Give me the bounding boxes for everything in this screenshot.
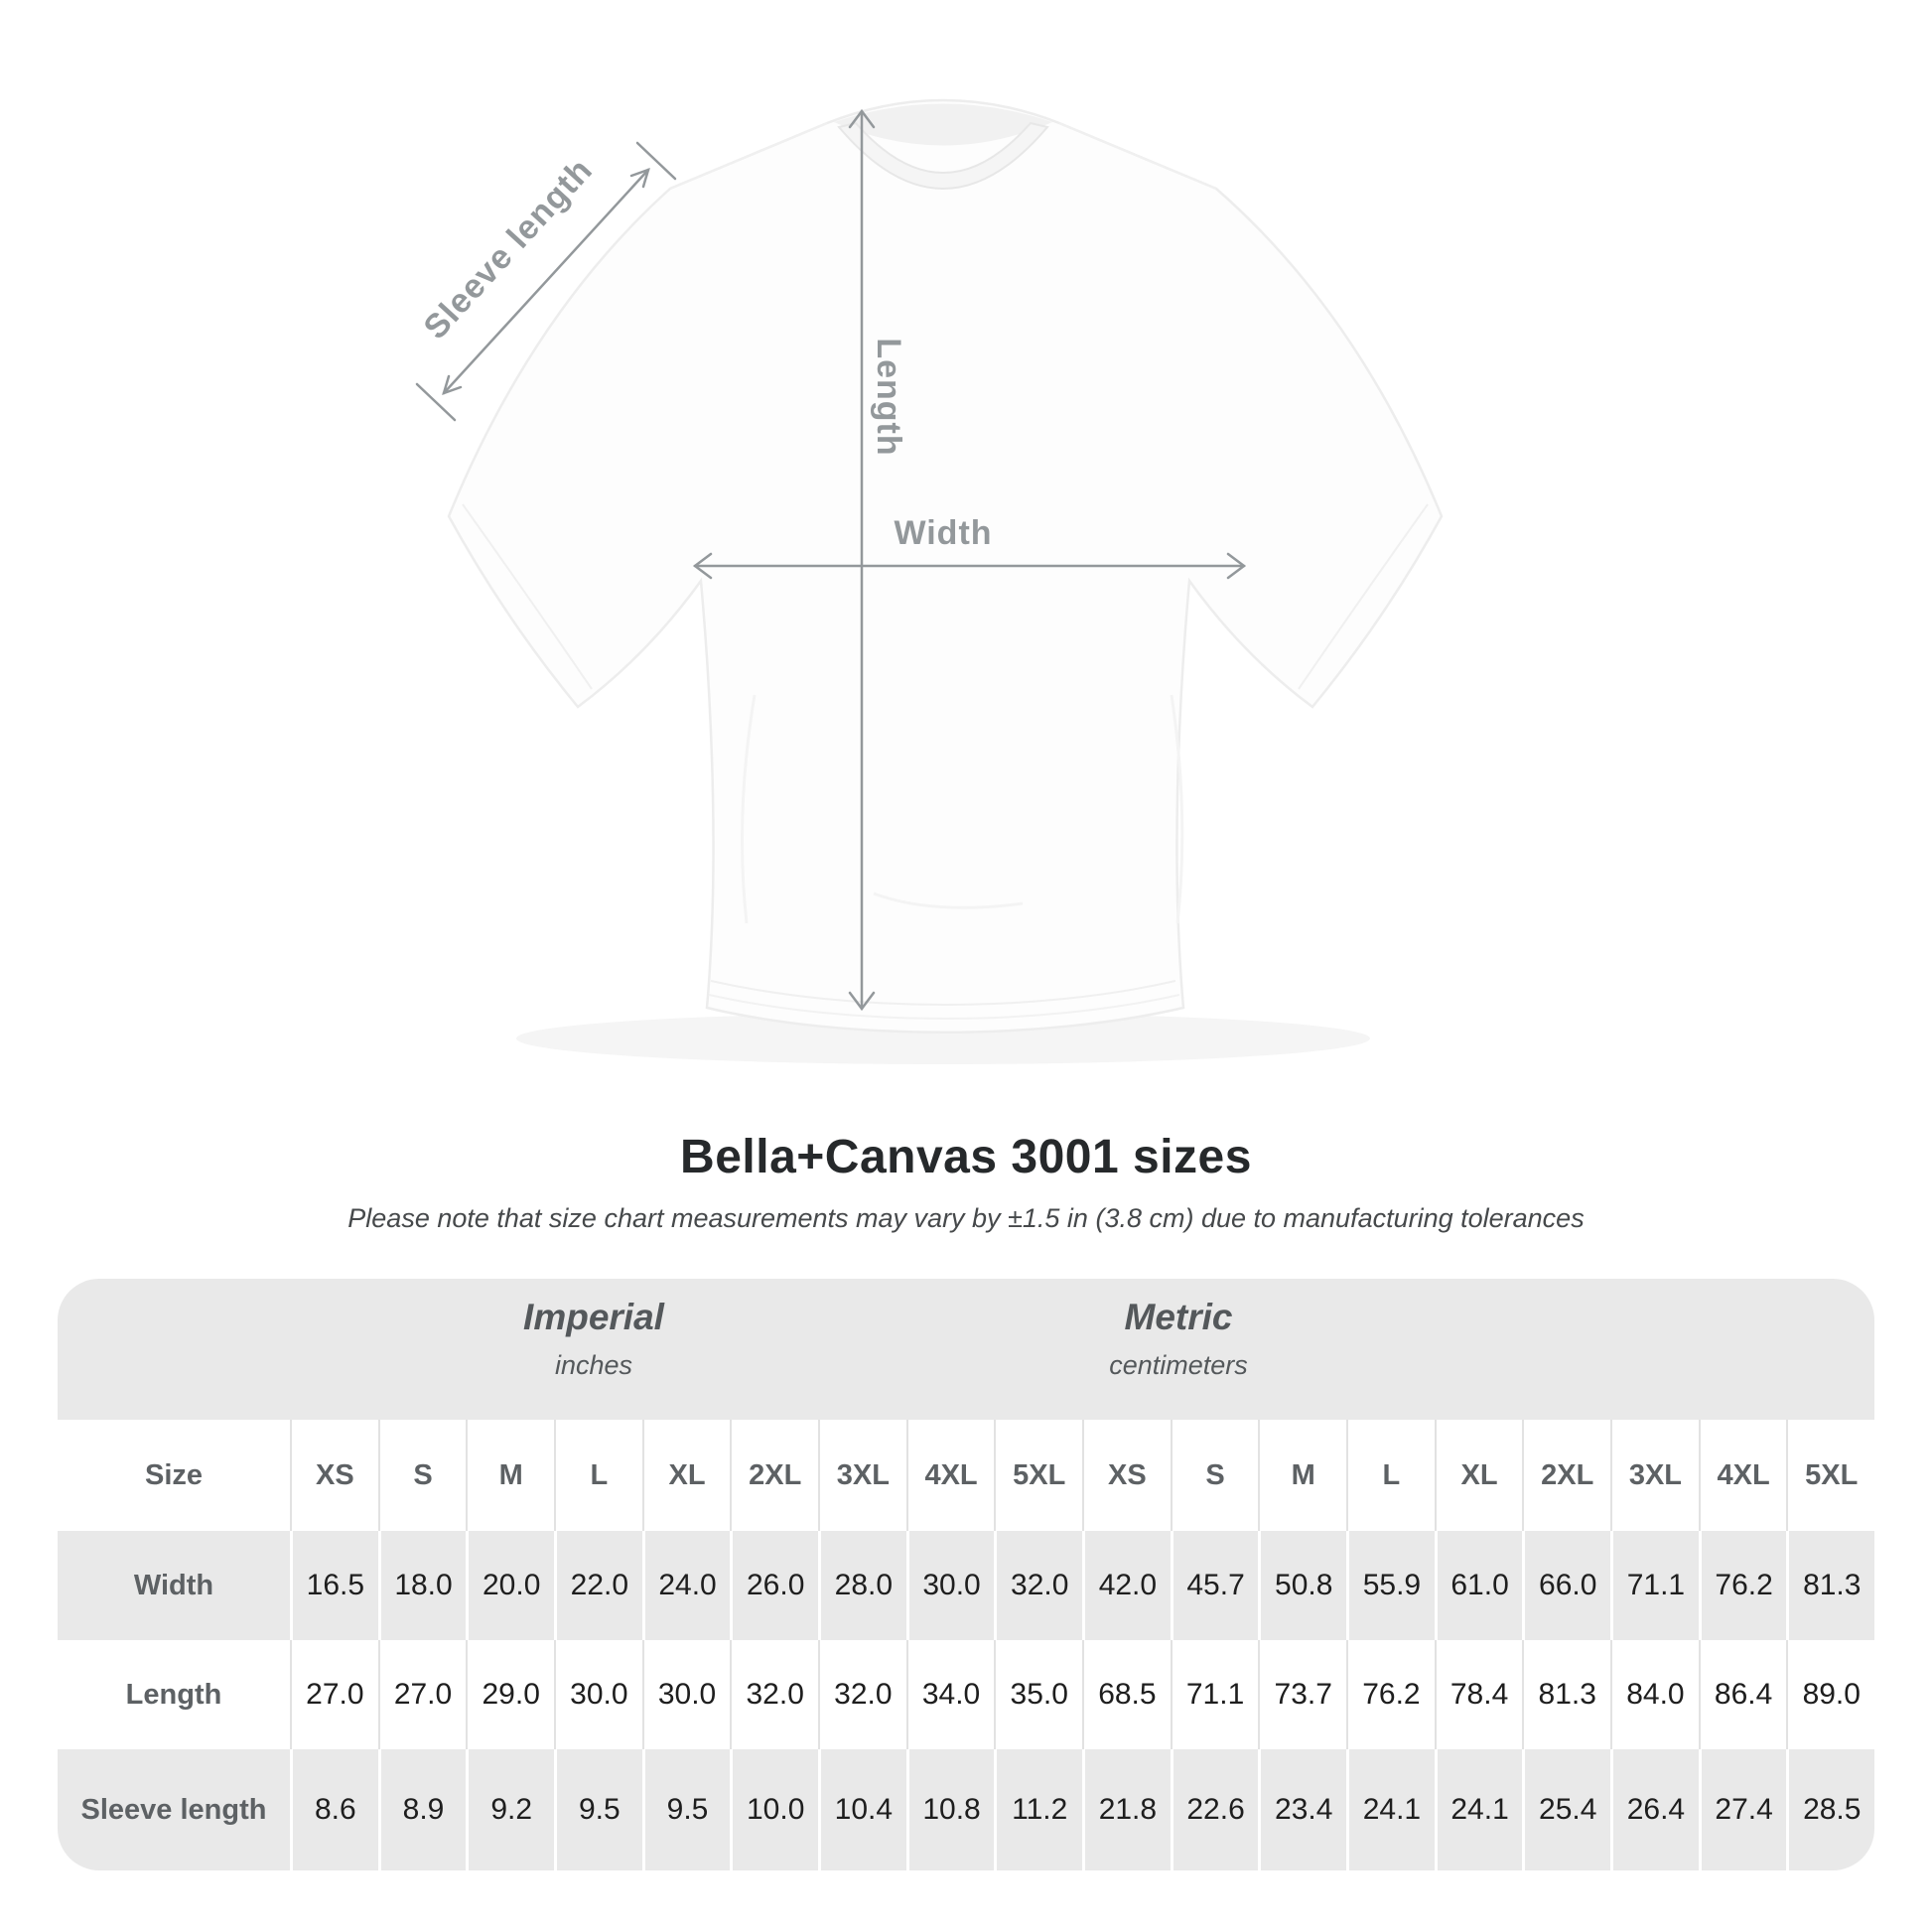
measurement-cell-metric: 45.7 <box>1170 1531 1259 1640</box>
measurement-cell-imperial: 30.0 <box>641 1640 731 1749</box>
row-label: Width <box>133 1569 214 1601</box>
table-row: Length 27.0 27.0 29.0 30.0 30.0 32.0 32.0 34.0 35… <box>58 1640 1874 1749</box>
measurement-cell-metric: 25.4 <box>1522 1749 1610 1870</box>
size-header-cell-imperial: 3XL <box>818 1420 906 1531</box>
measurement-cell-metric: 23.4 <box>1258 1749 1346 1870</box>
measurement-cell-imperial: 16.5 <box>290 1531 378 1640</box>
measurement-cell-metric: 73.7 <box>1258 1640 1346 1749</box>
row-label: Sleeve length <box>80 1793 267 1826</box>
length-arrow <box>848 108 876 1012</box>
measurement-cell-metric: 86.4 <box>1698 1640 1787 1749</box>
measurement-cell-imperial: 10.8 <box>905 1749 995 1870</box>
size-header-cell-metric: 2XL <box>1522 1420 1610 1531</box>
size-header-cell-imperial: 4XL <box>905 1420 995 1531</box>
measurement-cell-imperial: 22.0 <box>554 1531 642 1640</box>
table-grid: Size XS S M L XL 2XL 3XL 4XL 5XL XS S M L XL 2XL 3XL 4XL 5… <box>58 1420 1874 1870</box>
measurement-cell-imperial: 30.0 <box>905 1531 995 1640</box>
measurement-cell-imperial: 9.5 <box>554 1749 642 1870</box>
measurement-cell-imperial: 27.0 <box>290 1640 378 1749</box>
size-col-header: Size <box>144 1458 204 1491</box>
measurement-cell-imperial: 32.0 <box>730 1640 818 1749</box>
measurement-cell-metric: 21.8 <box>1082 1749 1171 1870</box>
size-header-cell-imperial: XS <box>290 1420 378 1531</box>
measurement-cell-metric: 22.6 <box>1170 1749 1259 1870</box>
measurement-cell-imperial: 10.4 <box>818 1749 906 1870</box>
size-header-cell-metric: L <box>1346 1420 1435 1531</box>
measurement-cell-imperial: 30.0 <box>554 1640 642 1749</box>
size-header-cell-imperial: L <box>554 1420 642 1531</box>
measurement-cell-imperial: 35.0 <box>994 1640 1082 1749</box>
measurement-cell-metric: 71.1 <box>1170 1640 1259 1749</box>
measurement-cell-metric: 84.0 <box>1610 1640 1699 1749</box>
measurement-cell-metric: 27.4 <box>1698 1749 1787 1870</box>
size-header-cell-metric: 3XL <box>1610 1420 1699 1531</box>
size-header-cell-metric: 5XL <box>1786 1420 1874 1531</box>
measurement-cell-metric: 42.0 <box>1082 1531 1171 1640</box>
measurement-cell-metric: 89.0 <box>1786 1640 1874 1749</box>
size-header-cell-imperial: 2XL <box>730 1420 818 1531</box>
measurement-cell-metric: 28.5 <box>1786 1749 1874 1870</box>
measurement-cell-metric: 50.8 <box>1258 1531 1346 1640</box>
measurement-cell-metric: 26.4 <box>1610 1749 1699 1870</box>
metric-unit: centimeters <box>1109 1350 1248 1380</box>
measurement-cell-imperial: 26.0 <box>730 1531 818 1640</box>
measurement-cell-imperial: 8.6 <box>290 1749 378 1870</box>
size-header-cell-metric: M <box>1258 1420 1346 1531</box>
sleeve-length-arrow <box>415 141 677 422</box>
size-header-cell-imperial: M <box>466 1420 554 1531</box>
measurement-cell-metric: 71.1 <box>1610 1531 1699 1640</box>
size-header-cell-metric: 4XL <box>1698 1420 1787 1531</box>
measurement-cell-imperial: 10.0 <box>730 1749 818 1870</box>
unit-group-metric: Metric centimeters <box>1109 1297 1248 1381</box>
measurement-cell-imperial: 11.2 <box>994 1749 1082 1870</box>
measurement-cell-imperial: 32.0 <box>994 1531 1082 1640</box>
measurement-cell-imperial: 9.5 <box>641 1749 731 1870</box>
measurement-cell-imperial: 9.2 <box>466 1749 554 1870</box>
measurement-cell-metric: 24.1 <box>1434 1749 1523 1870</box>
size-header-cell-metric: S <box>1170 1420 1259 1531</box>
measurement-cell-metric: 24.1 <box>1346 1749 1435 1870</box>
shirt-shadow <box>516 1013 1370 1064</box>
measurement-cell-metric: 55.9 <box>1346 1531 1435 1640</box>
measurement-cell-imperial: 24.0 <box>641 1531 731 1640</box>
unit-band: Imperial inches Metric centimeters <box>58 1279 1874 1420</box>
measurement-cell-metric: 81.3 <box>1522 1640 1610 1749</box>
measurement-cell-imperial: 29.0 <box>466 1640 554 1749</box>
measurement-cell-imperial: 32.0 <box>818 1640 906 1749</box>
tshirt-measurement-diagram: Length Width Sleeve length <box>415 98 1444 1064</box>
width-arrow <box>692 552 1247 580</box>
page-title: Bella+Canvas 3001 sizes <box>680 1131 1252 1183</box>
measurement-cell-imperial: 28.0 <box>818 1531 906 1640</box>
width-label: Width <box>894 514 992 552</box>
page-subtitle: Please note that size chart measurements… <box>347 1203 1585 1233</box>
table-row: Sleeve length 8.6 8.9 9.2 9.5 9.5 10.0 10.4 10.8… <box>58 1749 1874 1870</box>
size-header-cell-imperial: 5XL <box>994 1420 1082 1531</box>
size-table: Imperial inches Metric centimeters Size X… <box>58 1279 1874 1870</box>
measurement-cell-metric: 76.2 <box>1346 1640 1435 1749</box>
table-row: Width 16.5 18.0 20.0 22.0 24.0 26.0 28.0 30.0 32.… <box>58 1531 1874 1640</box>
measurement-cell-imperial: 8.9 <box>377 1749 467 1870</box>
measurement-cell-metric: 61.0 <box>1434 1531 1523 1640</box>
measurement-cell-imperial: 18.0 <box>377 1531 467 1640</box>
length-label: Length <box>870 338 907 456</box>
size-header-cell-imperial: S <box>377 1420 467 1531</box>
measurement-cell-metric: 76.2 <box>1698 1531 1787 1640</box>
measurement-cell-metric: 66.0 <box>1522 1531 1610 1640</box>
measurement-cell-imperial: 27.0 <box>377 1640 467 1749</box>
row-label: Length <box>125 1678 222 1711</box>
imperial-heading: Imperial <box>523 1297 664 1337</box>
measurement-cell-imperial: 34.0 <box>905 1640 995 1749</box>
size-header-row: Size XS S M L XL 2XL 3XL 4XL 5XL XS S M L XL 2XL 3XL 4XL 5… <box>58 1420 1874 1531</box>
unit-group-imperial: Imperial inches <box>523 1297 664 1381</box>
imperial-unit: inches <box>554 1350 633 1380</box>
size-header-cell-metric: XS <box>1082 1420 1171 1531</box>
measurement-cell-metric: 81.3 <box>1786 1531 1874 1640</box>
size-header-cell-imperial: XL <box>641 1420 731 1531</box>
measurement-cell-imperial: 20.0 <box>466 1531 554 1640</box>
measurement-cell-metric: 68.5 <box>1082 1640 1171 1749</box>
measurement-cell-metric: 78.4 <box>1434 1640 1523 1749</box>
metric-heading: Metric <box>1124 1297 1233 1337</box>
size-header-cell-metric: XL <box>1434 1420 1523 1531</box>
